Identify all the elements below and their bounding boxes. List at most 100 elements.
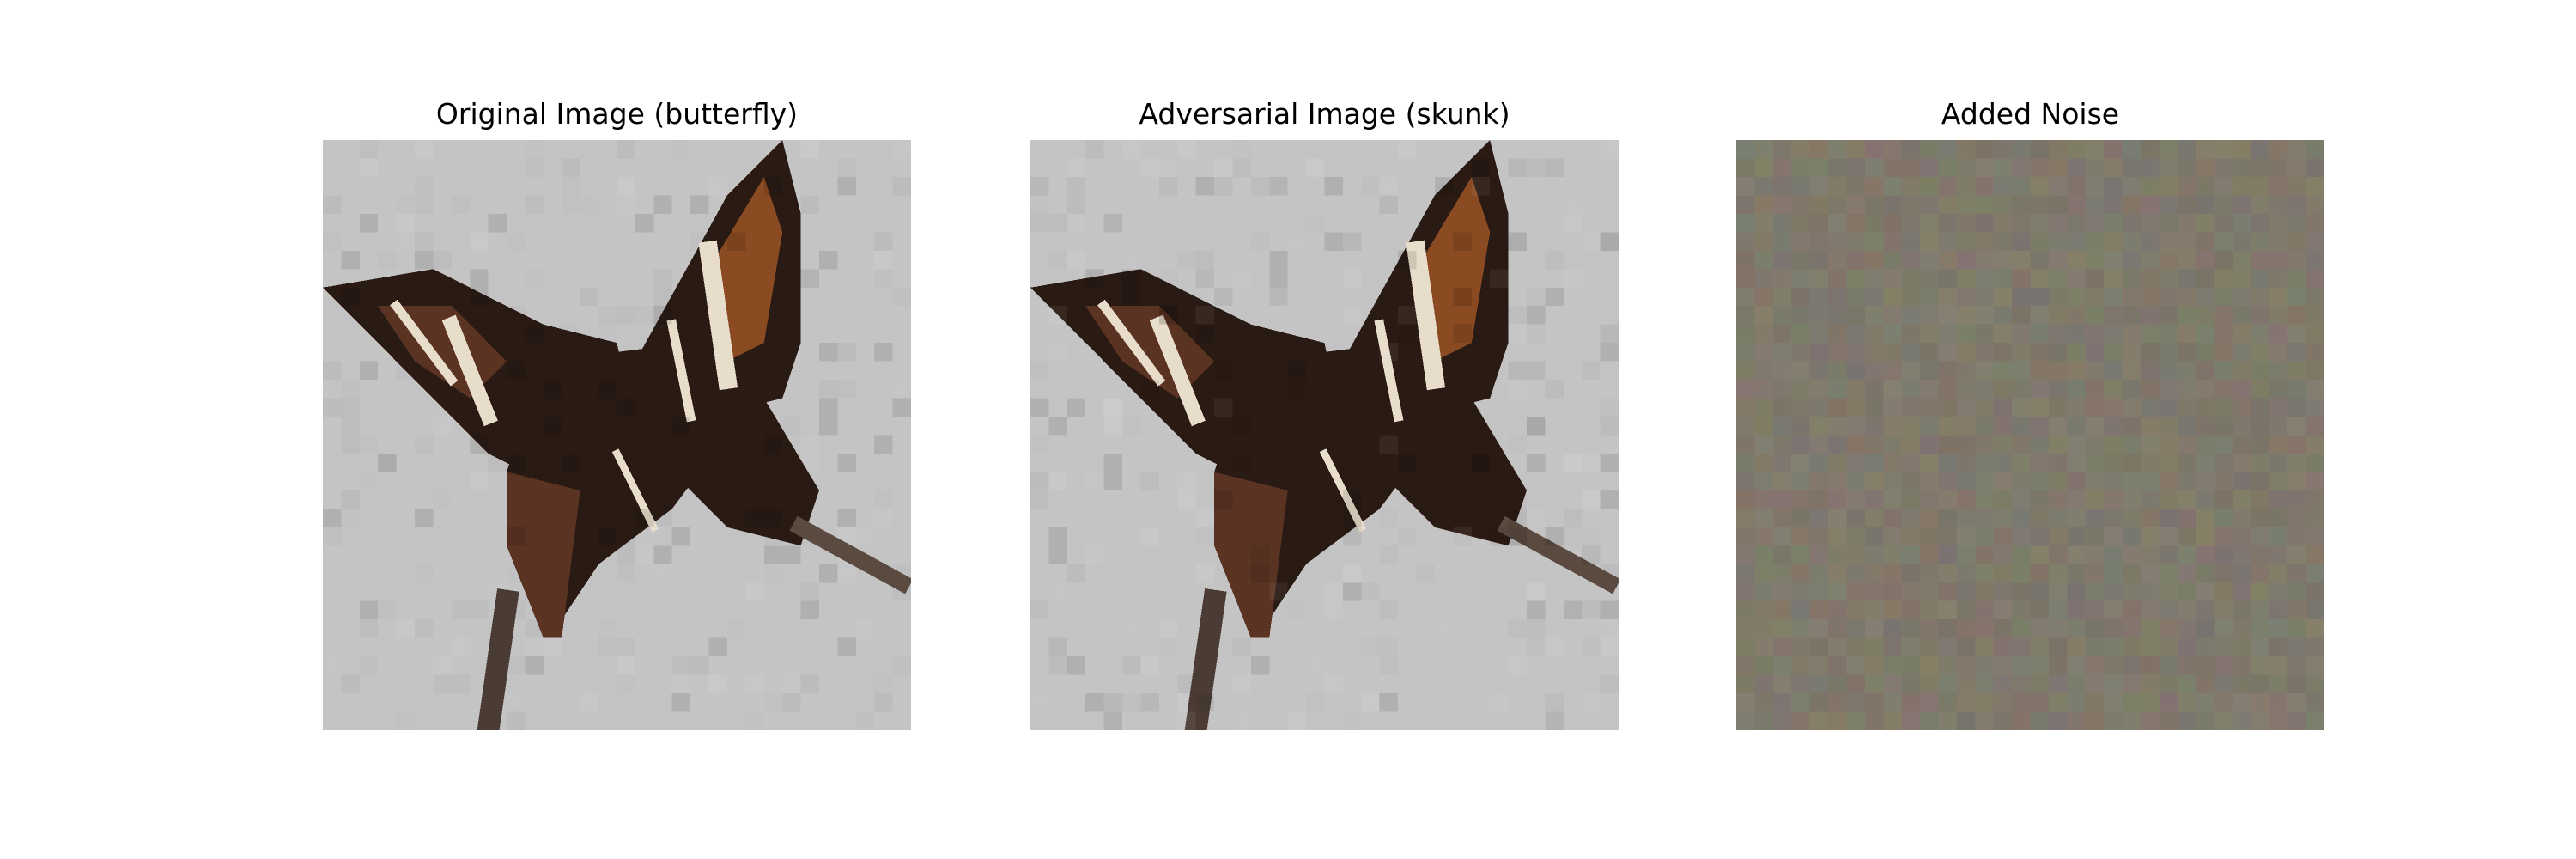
noise-pixel: [1901, 232, 1921, 251]
perturbation-pixel: [1379, 176, 1399, 196]
background-pixel: [1048, 582, 1067, 601]
background-pixel: [1103, 158, 1123, 177]
noise-pixel: [1975, 269, 1994, 288]
noise-pixel: [1920, 250, 1939, 270]
noise-pixel: [1864, 306, 1884, 325]
noise-pixel: [2030, 232, 2049, 251]
noise-pixel: [1920, 582, 1939, 601]
perturbation-pixel: [1140, 693, 1159, 712]
noise-pixel: [2214, 361, 2233, 381]
noise-pixel: [1772, 306, 1792, 325]
noise-pixel: [2251, 637, 2269, 657]
noise-pixel: [1772, 435, 1792, 454]
noise-pixel: [1920, 564, 1939, 583]
noise-pixel: [2159, 176, 2178, 196]
noise-pixel: [1901, 674, 1921, 694]
noise-pixel: [2232, 582, 2251, 601]
noise-pixel: [2159, 509, 2178, 527]
noise-pixel: [2122, 176, 2141, 196]
background-pixel: [1085, 564, 1104, 583]
noise-pixel: [2104, 306, 2123, 325]
noise-pixel: [1938, 324, 1957, 344]
background-pixel: [1526, 509, 1546, 527]
noise-pixel: [1846, 232, 1865, 251]
background-pixel: [1287, 600, 1307, 620]
noise-pixel: [1772, 619, 1792, 638]
noise-pixel: [1993, 527, 2013, 546]
noise-pixel: [2085, 711, 2105, 730]
noise-pixel: [1901, 140, 1921, 159]
noise-pixel: [1993, 674, 2013, 694]
noise-pixel: [1791, 324, 1810, 344]
noise-pixel: [2214, 306, 2233, 325]
noise-pixel: [1938, 582, 1957, 601]
noise-pixel: [2140, 711, 2160, 730]
background-pixel: [1122, 693, 1141, 712]
background-pixel: [617, 195, 635, 214]
background-pixel: [359, 619, 379, 638]
noise-pixel: [1791, 527, 1810, 546]
noise-pixel: [1809, 600, 1829, 620]
noise-pixel: [1754, 600, 1773, 620]
noise-pixel: [1754, 380, 1773, 399]
noise-pixel: [1828, 600, 1847, 620]
noise-pixel: [2214, 711, 2233, 730]
noise-pixel: [2287, 564, 2306, 583]
background-pixel: [745, 582, 764, 601]
noise-pixel: [1920, 324, 1939, 344]
noise-pixel: [2122, 306, 2141, 325]
noise-pixel: [1956, 435, 1976, 454]
noise-pixel: [2214, 176, 2233, 196]
noise-pixel: [2159, 674, 2178, 694]
noise-pixel: [2159, 343, 2178, 362]
perturbation-pixel: [1508, 361, 1527, 381]
background-pixel: [1563, 453, 1583, 472]
background-pixel: [341, 417, 360, 436]
noise-pixel: [2104, 453, 2123, 472]
noise-pixel: [2159, 417, 2178, 436]
noise-pixel: [2251, 343, 2269, 362]
noise-pixel: [2196, 195, 2215, 214]
background-pixel: [580, 693, 599, 712]
noise-pixel: [1883, 711, 1902, 730]
noise-pixel: [1993, 509, 2013, 527]
background-pixel: [415, 564, 434, 583]
noise-pixel: [2306, 619, 2324, 638]
noise-pixel: [2214, 269, 2233, 288]
perturbation-pixel: [1342, 269, 1362, 288]
tail: [1497, 515, 1619, 594]
noise-pixel: [2122, 380, 2141, 399]
noise-pixel: [1791, 176, 1810, 196]
noise-pixel: [1846, 527, 1865, 546]
noise-pixel: [2012, 711, 2031, 730]
texture-pixel: [470, 435, 489, 454]
background-pixel: [1563, 600, 1583, 620]
noise-pixel: [2232, 637, 2251, 657]
noise-pixel: [2269, 527, 2288, 546]
noise-pixel: [2085, 619, 2105, 638]
noise-pixel: [2122, 453, 2141, 472]
background-pixel: [1195, 527, 1215, 546]
texture-pixel: [470, 287, 489, 307]
noise-pixel: [1920, 619, 1939, 638]
noise-pixel: [2030, 158, 2049, 177]
noise-pixel: [1736, 490, 1755, 509]
noise-pixel: [2251, 232, 2269, 251]
noise-pixel: [2196, 509, 2215, 527]
texture-pixel: [1158, 306, 1178, 325]
noise-pixel: [1828, 324, 1847, 344]
noise-pixel: [1772, 674, 1792, 694]
noise-pixel: [1828, 140, 1847, 159]
noise-pixel: [1883, 564, 1902, 583]
background-pixel: [1177, 250, 1196, 270]
perturbation-pixel: [1342, 232, 1362, 251]
background-pixel: [1140, 600, 1159, 620]
noise-pixel: [2177, 564, 2196, 583]
background-pixel: [635, 306, 654, 325]
noise-pixel: [1846, 213, 1865, 233]
background-pixel: [1582, 693, 1601, 712]
noise-pixel: [2306, 343, 2324, 362]
texture-pixel: [1269, 250, 1288, 270]
noise-pixel: [1993, 453, 2013, 472]
noise-pixel: [2232, 176, 2251, 196]
